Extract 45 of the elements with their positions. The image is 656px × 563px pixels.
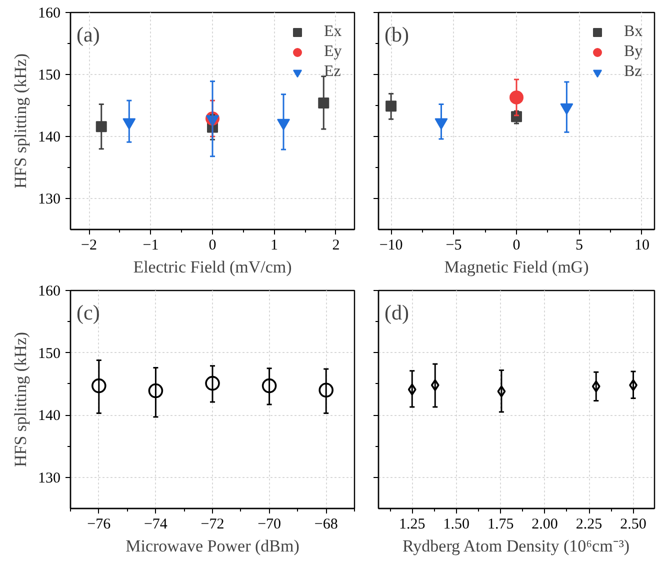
x-axis-title: Magnetic Field (mG) — [444, 258, 589, 276]
x-tick-label: −2 — [81, 238, 98, 254]
x-tick-label: −1 — [142, 238, 159, 254]
x-tick-label: 2.25 — [576, 516, 602, 532]
y-tick-label: 150 — [38, 346, 60, 362]
annotation: (d) — [384, 300, 409, 324]
x-tick-label: 2.50 — [620, 516, 646, 532]
x-tick-label: −74 — [144, 516, 168, 532]
x-tick-label: 1 — [270, 238, 278, 254]
x-tick-label: 0 — [512, 238, 520, 254]
annotation: (a) — [76, 22, 100, 46]
x-tick-label: 1.25 — [398, 516, 426, 532]
x-tick-label: 2 — [332, 238, 340, 254]
x-axis-title: Electric Field (mV/cm) — [133, 258, 292, 276]
x-tick-label: 5 — [575, 238, 583, 254]
legend-label: Ey — [324, 43, 343, 61]
legend-label: Bx — [624, 23, 644, 41]
legend-label: Bz — [624, 63, 643, 81]
x-tick-label: −76 — [87, 516, 112, 532]
y-tick-label: 130 — [38, 192, 60, 208]
legend-label: Ez — [324, 63, 342, 81]
x-tick-label: −70 — [258, 516, 282, 532]
legend-label: By — [624, 43, 644, 61]
y-tick-label: 140 — [38, 408, 60, 424]
annotation: (b) — [384, 22, 409, 46]
y-tick-label: 160 — [38, 6, 60, 22]
y-axis-title: HFS splitting (kHz) — [11, 53, 30, 189]
x-tick-label: −68 — [314, 516, 338, 532]
x-tick-label: 1.75 — [487, 516, 514, 532]
y-tick-label: 130 — [38, 470, 60, 486]
x-tick-label: −72 — [200, 516, 224, 532]
x-tick-label: −5 — [446, 238, 462, 254]
legend-label: Ex — [324, 23, 343, 41]
x-tick-label: 1.50 — [443, 516, 470, 532]
x-tick-label: 10 — [634, 238, 650, 254]
x-tick-label: −10 — [379, 238, 403, 254]
annotation: (c) — [76, 300, 100, 324]
x-tick-label: 2.00 — [532, 516, 558, 532]
y-axis-title: HFS splitting (kHz) — [11, 332, 30, 468]
y-tick-label: 140 — [38, 130, 60, 146]
x-axis-title: Microwave Power (dBm) — [126, 536, 300, 556]
x-tick-label: 0 — [208, 238, 216, 254]
y-tick-label: 150 — [38, 68, 60, 84]
y-tick-label: 160 — [38, 284, 60, 300]
x-axis-title: Rydberg Atom Density (10⁶cm⁻³) — [402, 536, 630, 556]
